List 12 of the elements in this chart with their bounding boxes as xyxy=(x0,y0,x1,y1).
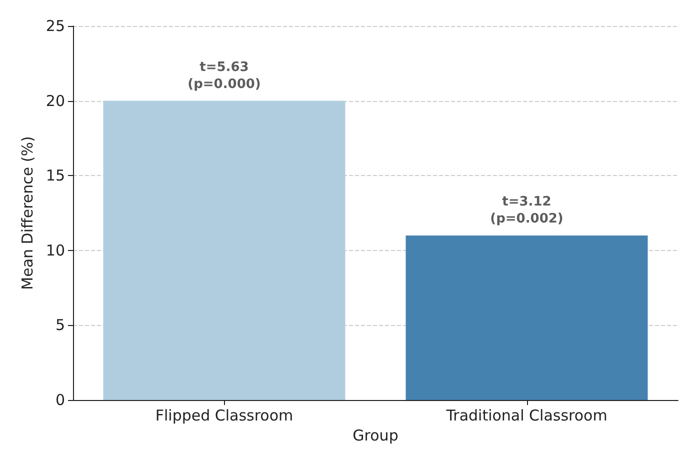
y-tick-label: 20 xyxy=(46,92,65,110)
y-tick-label: 0 xyxy=(55,391,65,409)
annotation: t=3.12 (p=0.002) xyxy=(490,194,564,226)
y-tick-label: 15 xyxy=(46,166,65,185)
x-tick-label: Traditional Classroom xyxy=(445,406,608,424)
y-tick-label: 10 xyxy=(46,241,65,260)
y-tick-label: 5 xyxy=(55,316,65,334)
x-tick-label: Flipped Classroom xyxy=(155,406,294,424)
y-tick-label: 25 xyxy=(46,17,65,35)
x-axis-title: Group xyxy=(352,426,398,444)
annotation: t=5.63 (p=0.000) xyxy=(188,60,261,92)
y-axis-title: Mean Difference (%) xyxy=(18,136,36,290)
